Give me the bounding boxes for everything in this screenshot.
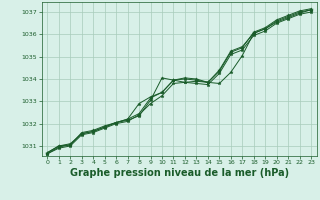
X-axis label: Graphe pression niveau de la mer (hPa): Graphe pression niveau de la mer (hPa) — [70, 168, 289, 178]
